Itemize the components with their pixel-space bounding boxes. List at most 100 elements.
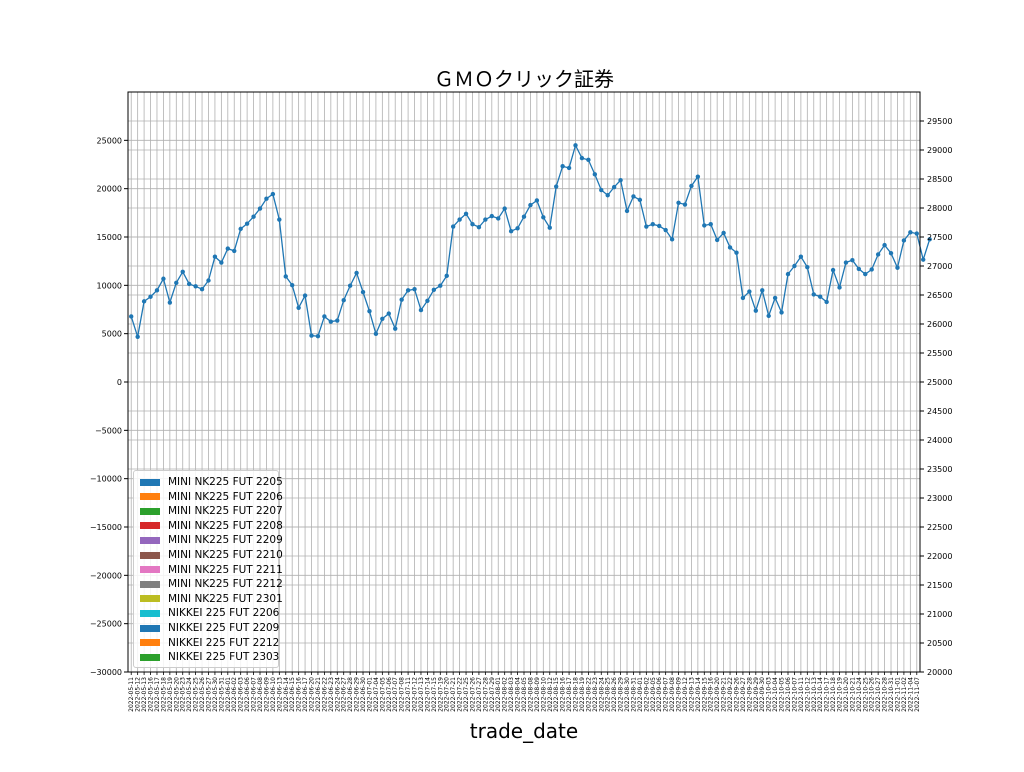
x-tick-label: 2022-10-18: [830, 677, 837, 712]
y-right-tick-label: 23000: [927, 494, 952, 503]
x-tick-label: 2022-06-07: [251, 677, 258, 712]
x-tick-label: 2022-08-24: [598, 677, 605, 712]
line-point: [824, 299, 829, 305]
x-tick-label: 2022-10-03: [766, 677, 773, 712]
line-point: [927, 237, 932, 242]
legend-item: MINI NK225 FUT 2205: [140, 475, 283, 489]
line-point: [837, 285, 842, 290]
line-point: [676, 200, 681, 205]
line-point: [650, 222, 655, 227]
legend-swatch: [140, 595, 160, 603]
x-tick-label: 2022-08-05: [521, 677, 528, 712]
x-tick-label: 2022-08-10: [540, 677, 547, 712]
line-point: [315, 333, 321, 339]
x-tick-label: 2022-05-17: [154, 677, 161, 712]
y-right-tick-label: 20500: [927, 639, 952, 648]
y-left-tick-label: 25000: [97, 136, 122, 145]
legend-label: MINI NK225 FUT 2301: [168, 592, 283, 605]
x-tick-label: 2022-08-29: [618, 677, 625, 712]
line-point: [534, 198, 540, 203]
line-point: [779, 310, 784, 315]
y-left-tick-label: −5000: [95, 426, 122, 435]
x-tick-label: 2022-07-25: [463, 677, 470, 712]
x-tick-label: 2022-05-19: [167, 677, 174, 712]
line-point: [328, 319, 334, 324]
x-tick-label: 2022-09-22: [727, 677, 734, 712]
line-point: [186, 281, 192, 287]
line-point: [901, 238, 907, 243]
line-point: [792, 263, 797, 269]
x-tick-label: 2022-06-28: [347, 677, 354, 712]
x-tick-label: 2022-11-01: [894, 677, 901, 712]
x-tick-label: 2022-07-29: [489, 677, 496, 712]
x-tick-label: 2022-06-13: [276, 677, 283, 712]
x-tick-label: 2022-08-02: [502, 677, 509, 712]
legend-item: MINI NK225 FUT 2212: [140, 577, 283, 591]
x-tick-label: 2022-09-09: [676, 677, 683, 712]
line-point: [605, 193, 610, 198]
legend-swatch: [140, 653, 160, 661]
x-tick-label: 2022-11-07: [914, 677, 921, 712]
y-right-tick-label: 20000: [927, 668, 952, 677]
x-tick-label: 2022-06-01: [225, 677, 232, 712]
legend-label: MINI NK225 FUT 2210: [168, 549, 283, 561]
legend-item: MINI NK225 FUT 2211: [140, 563, 283, 577]
line-point: [450, 224, 456, 229]
line-point: [689, 183, 694, 189]
y-right-tick-label: 22500: [927, 523, 952, 532]
line-point: [302, 293, 308, 298]
x-tick-label: 2022-08-18: [573, 677, 580, 712]
line-point: [753, 308, 759, 313]
x-tick-label: 2022-07-04: [373, 677, 380, 712]
x-tick-label: 2022-08-12: [547, 677, 554, 712]
x-tick-label: 2022-06-14: [283, 677, 290, 712]
x-tick-label: 2022-07-22: [457, 677, 464, 712]
y-right-tick-label: 23500: [927, 465, 952, 474]
x-tick-label: 2022-11-04: [907, 677, 914, 712]
y-right-tick-label: 29000: [927, 146, 952, 155]
x-tick-label: 2022-10-17: [824, 677, 831, 712]
line-point: [508, 229, 514, 234]
legend-swatch: [140, 609, 160, 617]
y-left-tick-label: 10000: [97, 281, 122, 290]
line-point: [360, 289, 366, 295]
legend-swatch: [140, 639, 160, 647]
x-tick-label: 2022-09-08: [669, 677, 676, 712]
x-tick-label: 2022-09-07: [663, 677, 670, 712]
legend-label: NIKKEI 225 FUT 2212: [168, 636, 280, 649]
line-point: [541, 215, 546, 220]
y-right-tick-label: 25500: [927, 349, 952, 358]
y-right-tick-label: 27000: [927, 262, 952, 271]
x-tick-label: 2022-07-13: [418, 677, 425, 712]
legend-label: NIKKEI 225 FUT 2206: [168, 607, 280, 620]
x-tick-label: 2022-06-15: [289, 677, 296, 712]
line-point: [766, 313, 771, 319]
y-right-tick-label: 25000: [927, 378, 952, 387]
line-point: [244, 221, 250, 226]
line-point: [322, 314, 327, 319]
x-tick-label: 2022-10-13: [811, 677, 818, 712]
y-right-tick-label: 26000: [927, 320, 952, 329]
x-tick-label: 2022-10-19: [837, 677, 844, 712]
line-point: [296, 305, 301, 310]
line-point: [727, 245, 733, 250]
line-point: [856, 266, 862, 272]
legend-label: MINI NK225 FUT 2212: [168, 578, 283, 591]
x-tick-label: 2022-09-20: [714, 677, 721, 712]
x-tick-label: 2022-09-15: [701, 677, 708, 712]
line-point: [444, 273, 449, 279]
line-point: [476, 224, 482, 230]
line-point: [843, 260, 849, 265]
line-point: [399, 297, 404, 302]
x-tick-label: 2022-07-14: [424, 677, 431, 712]
x-tick-label: 2022-07-15: [431, 677, 438, 712]
x-tick-label: 2022-09-16: [708, 677, 715, 712]
legend-item: MINI NK225 FUT 2208: [140, 519, 283, 533]
x-tick-label: 2022-07-01: [366, 677, 373, 712]
line-point: [830, 267, 836, 273]
x-tick-label: 2022-05-25: [193, 677, 200, 712]
legend-swatch: [140, 580, 160, 588]
line-point: [579, 155, 585, 161]
line-point: [418, 307, 424, 313]
line-point: [566, 165, 572, 171]
